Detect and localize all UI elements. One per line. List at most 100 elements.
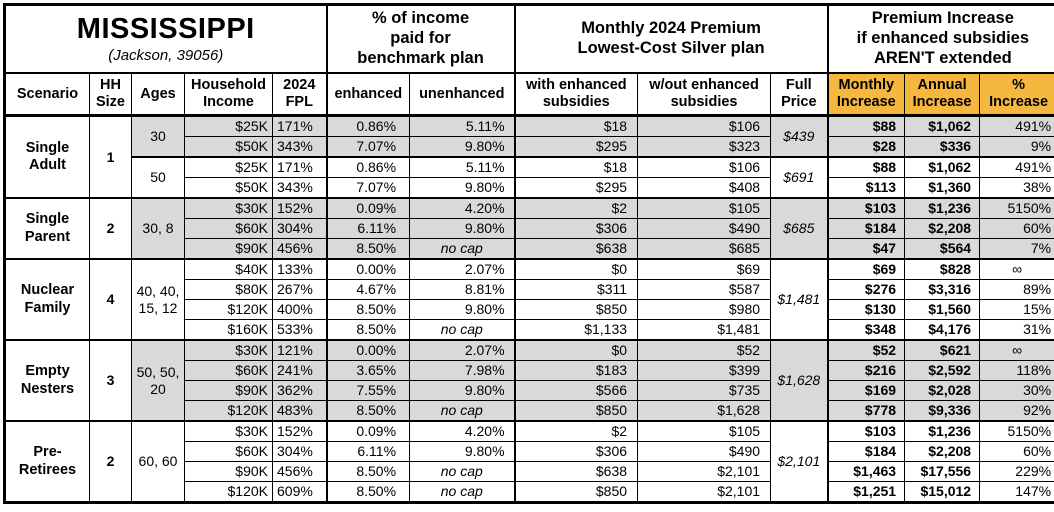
with-subsidies-premium-cell: $306 [513,441,639,462]
monthly-increase-cell: $103 [826,420,906,442]
household-income-cell: $60K [184,441,273,462]
fpl-cell: 304% [271,218,328,239]
monthly-increase-cell: $169 [826,380,906,401]
wout-subsidies-premium-cell: $399 [637,360,772,381]
location-subtitle: (Jackson, 39056) [108,46,224,64]
unenhanced-pct-cell: 4.20% [409,420,516,442]
scenario-cell: Nuclear Family [4,258,90,341]
fpl-cell: 241% [271,360,328,381]
household-income-cell: $40K [184,258,273,280]
annual-increase-cell: $9,336 [904,400,981,422]
col-header-hh-size: HH Size [89,72,132,117]
enhanced-pct-cell: 6.11% [325,218,411,239]
full-price-cell: $685 [770,197,829,260]
pct-increase-cell: 31% [979,319,1054,341]
monthly-increase-cell: $103 [826,197,906,219]
with-subsidies-premium-cell: $0 [513,339,639,361]
table-row: $90K 456% 8.50% no cap $638 $2,101 $1,46… [5,461,1054,482]
annual-increase-cell: $17,556 [904,461,981,482]
enhanced-pct-cell: 8.50% [325,319,411,341]
with-subsidies-premium-cell: $2 [513,197,639,219]
with-subsidies-premium-cell: $0 [513,258,639,280]
monthly-increase-cell: $778 [826,400,906,422]
col-header-full-price: Full Price [770,72,829,117]
col-header-ages: Ages [131,72,185,117]
state-title: MISSISSIPPI [76,13,255,46]
unenhanced-pct-cell: no cap [409,461,516,482]
wout-subsidies-premium-cell: $490 [637,441,772,462]
monthly-increase-cell: $1,251 [826,481,906,503]
unenhanced-pct-cell: 4.20% [409,197,516,219]
fpl-cell: 609% [271,481,328,503]
household-income-cell: $30K [184,339,273,361]
ages-cell: 30 [131,115,185,158]
household-income-cell: $90K [184,380,273,401]
col-header-unenhanced: unenhanced [409,72,516,117]
col-header-wout-subsidies: w/out enhanced subsidies [637,72,772,117]
enhanced-pct-cell: 8.50% [325,400,411,422]
scenario-cell: Pre- Retirees [4,420,90,503]
with-subsidies-premium-cell: $850 [513,400,639,422]
ages-cell: 50, 50, 20 [131,339,185,422]
household-income-cell: $120K [184,400,273,422]
unenhanced-pct-cell: 2.07% [409,258,516,280]
fpl-cell: 456% [271,238,328,260]
monthly-increase-cell: $88 [826,115,906,137]
table-row: Single Parent 2 30, 8 $30K 152% 0.09% 4.… [4,197,1054,260]
monthly-increase-cell: $52 [826,339,906,361]
with-subsidies-premium-cell: $638 [513,238,639,260]
full-price-cell: $439 [770,115,829,158]
hh-size-cell: 2 [89,197,132,260]
ages-cell: 30, 8 [131,197,185,260]
household-income-cell: $30K [184,420,273,442]
fpl-cell: 343% [271,177,328,199]
household-income-cell: $90K [184,461,273,482]
with-subsidies-premium-cell: $295 [513,177,639,199]
pct-increase-cell: 5150% [979,420,1054,442]
wout-subsidies-premium-cell: $2,101 [637,481,772,503]
table-row: Pre- Retirees 2 60, 60 $30K 152% 0.09% 4… [4,420,1054,503]
annual-increase-cell: $2,028 [904,380,981,401]
full-price-cell: $1,481 [770,258,829,341]
monthly-increase-cell: $216 [826,360,906,381]
household-income-cell: $50K [184,177,273,199]
annual-increase-cell: $1,062 [904,115,981,137]
table-row: Empty Nesters 3 50, 50, 20 $30K 121% 0.0… [4,339,1054,422]
annual-increase-cell: $15,012 [904,481,981,503]
enhanced-pct-cell: 8.50% [325,299,411,320]
wout-subsidies-premium-cell: $105 [637,420,772,442]
household-income-cell: $60K [184,218,273,239]
pct-increase-cell: ∞ [979,258,1054,280]
enhanced-pct-cell: 7.07% [325,136,411,158]
unenhanced-pct-cell: 5.11% [409,115,516,137]
table-row: $160K 533% 8.50% no cap $1,133 $1,481 $3… [5,319,1054,341]
annual-increase-cell: $3,316 [904,279,981,300]
table-row: $50K 343% 7.07% 9.80% $295 $323 $28 $336… [5,136,1054,158]
enhanced-pct-cell: 8.50% [325,238,411,260]
household-income-cell: $160K [184,319,273,341]
enhanced-pct-cell: 4.67% [325,279,411,300]
wout-subsidies-premium-cell: $106 [637,115,772,137]
fpl-cell: 152% [271,420,328,442]
annual-increase-cell: $621 [904,339,981,361]
col-header-monthly-increase: Monthly Increase [826,72,906,117]
group-header-row: MISSISSIPPI (Jackson, 39056) % of income… [3,4,1054,74]
annual-increase-cell: $828 [904,258,981,280]
group-header-premium: Monthly 2024 Premium Lowest-Cost Silver … [513,4,829,74]
full-price-cell: $2,101 [770,420,829,503]
household-income-cell: $90K [184,238,273,260]
pct-increase-cell: 5150% [979,197,1054,219]
wout-subsidies-premium-cell: $52 [637,339,772,361]
wout-subsidies-premium-cell: $323 [637,136,772,158]
pct-increase-cell: 491% [979,156,1054,178]
pct-increase-cell: 15% [979,299,1054,320]
unenhanced-pct-cell: 9.80% [409,218,516,239]
wout-subsidies-premium-cell: $69 [637,258,772,280]
table-row: Nuclear Family 4 40, 40, 15, 12 $40K 133… [4,258,1054,341]
ages-cell: 40, 40, 15, 12 [131,258,185,341]
group-header-income-pct: % of income paid for benchmark plan [325,4,516,74]
pct-increase-cell: 38% [979,177,1054,199]
ages-cell: 50 [131,156,185,199]
scenario-cell: Single Parent [4,197,90,260]
wout-subsidies-premium-cell: $1,481 [637,319,772,341]
